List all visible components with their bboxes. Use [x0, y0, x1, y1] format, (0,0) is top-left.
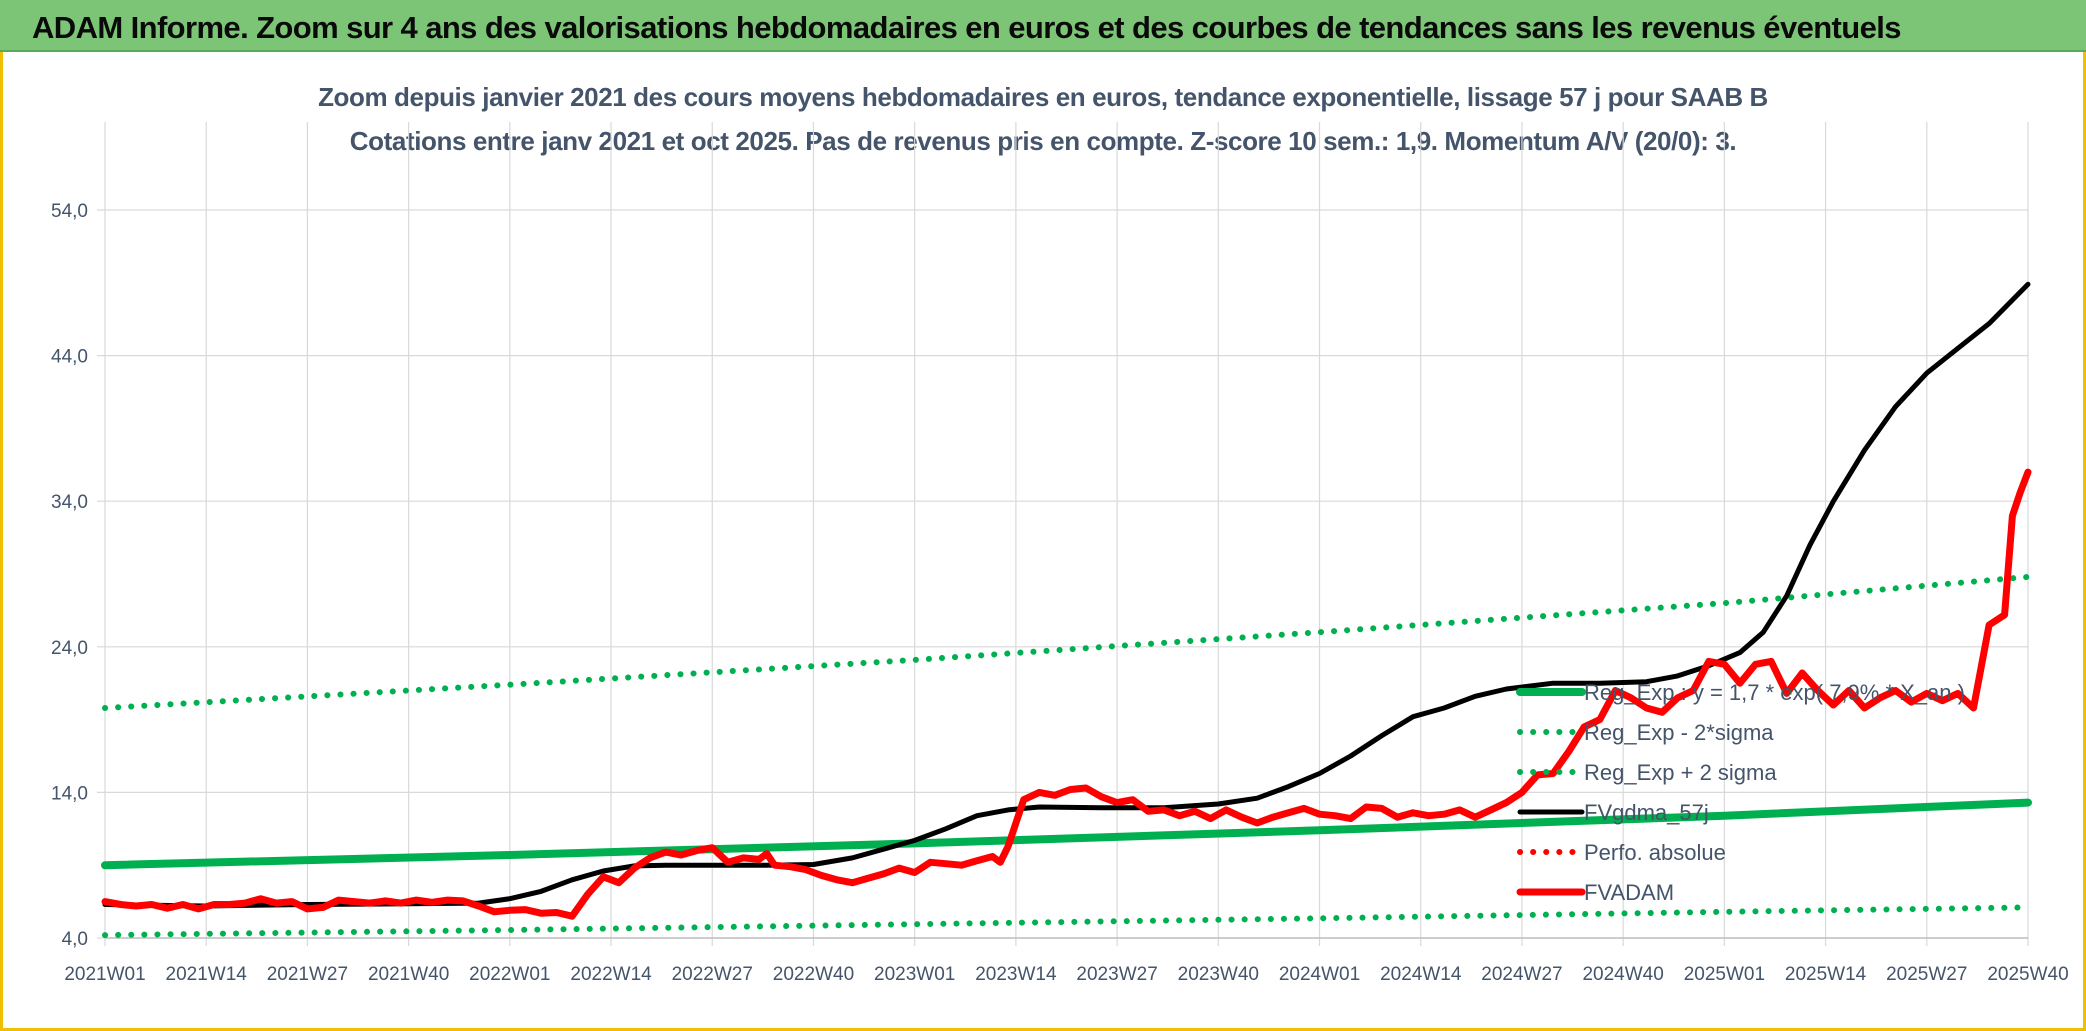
- x-tick-label: 2021W27: [267, 964, 348, 985]
- x-tick-label: 2024W40: [1582, 964, 1663, 985]
- chart-title: Zoom depuis janvier 2021 des cours moyen…: [318, 82, 1768, 112]
- y-tick-label: 34,0: [51, 492, 88, 513]
- series-lines: [101, 281, 2032, 939]
- legend-label: FVADAM: [1584, 880, 1674, 905]
- series-line-reg-exp-2-sigma: [102, 573, 2031, 711]
- series-line-fvgdma-57j: [102, 281, 2031, 909]
- x-tick-label: 2023W27: [1076, 964, 1157, 985]
- x-tick-label: 2021W14: [166, 964, 248, 985]
- chart-area: Zoom depuis janvier 2021 des cours moyen…: [0, 54, 2086, 1031]
- x-tick-label: 2023W40: [1178, 964, 1259, 985]
- grid-lines: [97, 122, 2029, 946]
- x-tick-label: 2023W01: [874, 964, 955, 985]
- y-tick-label: 14,0: [51, 783, 88, 804]
- header-banner: ADAM Informe. Zoom sur 4 ans des valoris…: [0, 0, 2086, 52]
- legend-label: Perfo. absolue: [1584, 840, 1726, 865]
- x-tick-label: 2025W01: [1684, 964, 1765, 985]
- legend-label: Reg_Exp + 2 sigma: [1584, 760, 1777, 785]
- x-tick-label: 2022W14: [570, 964, 652, 985]
- y-tick-label: 24,0: [51, 638, 88, 659]
- x-tick-label: 2025W40: [1987, 964, 2068, 985]
- legend-label: Reg_Exp : y = 1,7 * exp( 7,9% * X_an ): [1584, 680, 1965, 705]
- x-tick-label: 2023W14: [975, 964, 1057, 985]
- legend-label: Reg_Exp - 2*sigma: [1584, 720, 1774, 745]
- x-tick-label: 2022W40: [773, 964, 854, 985]
- x-tick-label: 2024W14: [1380, 964, 1462, 985]
- legend-label: FVgdma_57j: [1584, 800, 1709, 825]
- x-tick-label: 2025W14: [1785, 964, 1867, 985]
- x-tick-label: 2021W40: [368, 964, 449, 985]
- series-line-fvadam: [101, 468, 2032, 920]
- x-tick-label: 2022W27: [672, 964, 753, 985]
- x-tick-label: 2024W01: [1279, 964, 1360, 985]
- page-title: ADAM Informe. Zoom sur 4 ans des valoris…: [32, 10, 1902, 45]
- chart-subtitle: Cotations entre janv 2021 et oct 2025. P…: [349, 126, 1737, 156]
- x-tick-label: 2025W27: [1886, 964, 1967, 985]
- axis-labels: 4,0 14,0 24,0 34,0 44,0 54,0 2021W01 2021W14 202…: [51, 201, 2069, 985]
- x-tick-label: 2022W01: [469, 964, 550, 985]
- series-line-reg-exp-2-sigma: [102, 904, 2031, 939]
- y-tick-label: 54,0: [51, 201, 88, 222]
- x-tick-label: 2024W27: [1481, 964, 1562, 985]
- x-tick-label: 2021W01: [64, 964, 145, 985]
- y-tick-label: 4,0: [62, 929, 88, 950]
- chart-legend: Reg_Exp : y = 1,7 * exp( 7,9% * X_an ) Re…: [1516, 680, 1965, 905]
- y-tick-label: 44,0: [51, 347, 88, 368]
- series-line-reg-exp-y-1-7-exp-7-9-x-an: [101, 798, 2032, 870]
